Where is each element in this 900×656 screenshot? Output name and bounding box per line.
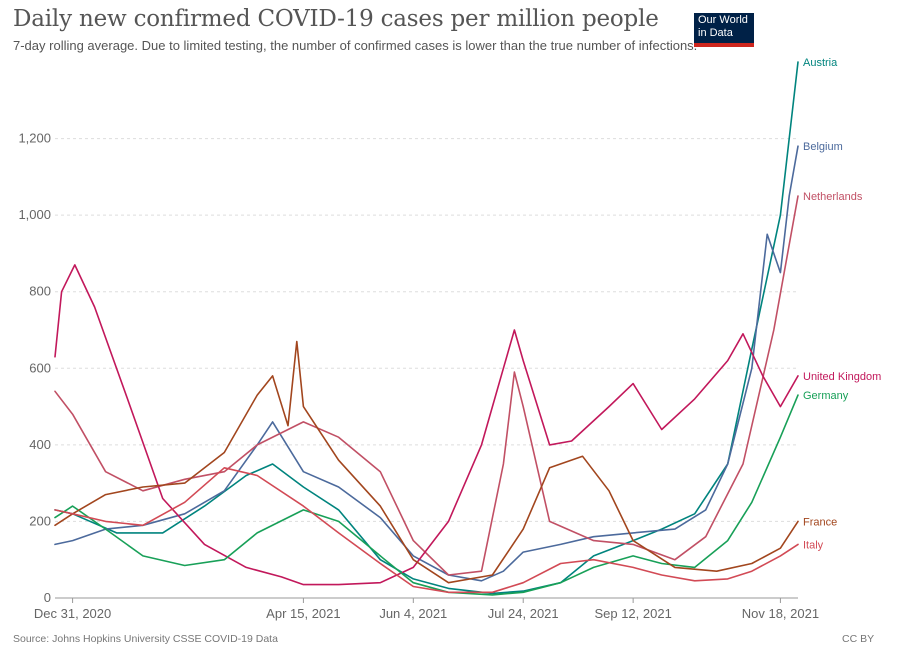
x-axis: Dec 31, 2020 Apr 15, 2021 Jun 4, 2021 Jul 2… xyxy=(34,598,819,621)
logo-line-1: Our World xyxy=(698,14,748,26)
series-line-netherlands[interactable] xyxy=(54,195,799,576)
y-tick-label: 600 xyxy=(29,360,51,375)
y-tick-label: 200 xyxy=(29,513,51,528)
x-tick-label: Jun 4, 2021 xyxy=(379,606,447,621)
logo-line-2: in Data xyxy=(698,27,733,39)
series-line-italy[interactable] xyxy=(54,466,799,594)
series-line-belgium[interactable] xyxy=(54,145,799,582)
y-tick-label: 1,200 xyxy=(18,131,51,146)
y-gridlines xyxy=(55,138,798,599)
y-tick-label: 1,000 xyxy=(18,207,51,222)
y-tick-label: 800 xyxy=(29,284,51,299)
series-label-france[interactable]: France xyxy=(803,516,837,528)
series-labels: Austria Belgium Netherlands United Kingdom G… xyxy=(803,57,881,551)
series-label-netherlands[interactable]: Netherlands xyxy=(803,191,863,203)
x-tick-label: Sep 12, 2021 xyxy=(594,606,671,621)
series-label-germany[interactable]: Germany xyxy=(803,390,849,402)
series-line-austria[interactable] xyxy=(54,61,799,595)
x-tick-label: Dec 31, 2020 xyxy=(34,606,111,621)
series-label-austria[interactable]: Austria xyxy=(803,57,838,69)
series-line-united-kingdom[interactable] xyxy=(54,264,799,586)
x-tick-label: Jul 24, 2021 xyxy=(488,606,559,621)
owid-logo[interactable]: Our World in Data xyxy=(694,13,754,47)
x-tick-label: Nov 18, 2021 xyxy=(742,606,819,621)
series-label-belgium[interactable]: Belgium xyxy=(803,141,843,153)
series-line-france[interactable] xyxy=(54,340,799,584)
series-lines xyxy=(54,61,799,596)
source-note[interactable]: Source: Johns Hopkins University CSSE CO… xyxy=(13,633,278,645)
license-link[interactable]: CC BY xyxy=(842,633,875,645)
y-tick-label: 400 xyxy=(29,437,51,452)
series-line-germany[interactable] xyxy=(54,394,799,596)
x-tick-label: Apr 15, 2021 xyxy=(266,606,340,621)
y-tick-label: 0 xyxy=(44,590,51,605)
series-label-italy[interactable]: Italy xyxy=(803,539,824,551)
y-axis-labels: 0 200 400 600 800 1,000 1,200 xyxy=(18,131,51,605)
series-label-united-kingdom[interactable]: United Kingdom xyxy=(803,371,881,383)
chart-title: Daily new confirmed COVID-19 cases per m… xyxy=(13,6,659,32)
chart-subtitle: 7-day rolling average. Due to limited te… xyxy=(13,38,698,53)
